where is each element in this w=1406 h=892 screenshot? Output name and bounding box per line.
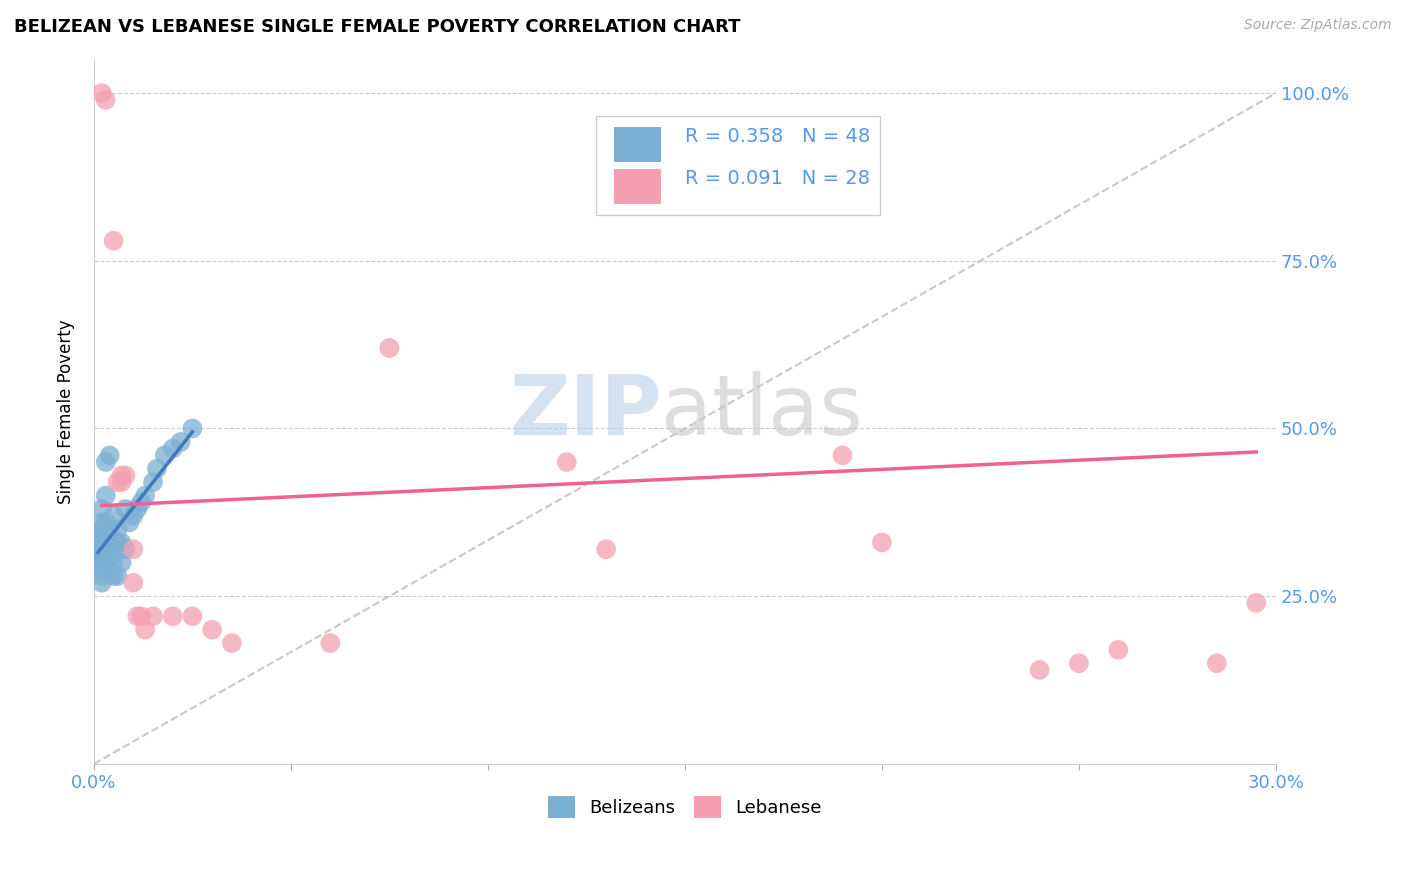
Y-axis label: Single Female Poverty: Single Female Poverty [58, 319, 75, 504]
Point [1205, 657, 1227, 671]
Point [103, 556, 125, 570]
Point [94, 516, 117, 530]
Point [181, 609, 204, 624]
Legend: Belizeans, Lebanese: Belizeans, Lebanese [541, 789, 830, 825]
Text: R = 0.358   N = 48: R = 0.358 N = 48 [685, 127, 870, 145]
Point [1067, 657, 1090, 671]
Point [94, 529, 117, 543]
Point [90, 569, 112, 583]
Point [98, 448, 121, 462]
Point [94, 489, 117, 503]
Point [87, 535, 110, 549]
Point [127, 609, 149, 624]
Point [129, 609, 152, 624]
Point [221, 636, 243, 650]
Point [169, 434, 191, 449]
Point [90, 522, 112, 536]
Point [87, 542, 110, 557]
Point [87, 562, 110, 576]
Point [90, 502, 112, 516]
Point [162, 609, 184, 624]
Point [94, 93, 117, 107]
Point [122, 542, 145, 557]
FancyBboxPatch shape [596, 116, 880, 215]
Point [114, 542, 136, 557]
Point [107, 569, 129, 583]
Point [94, 455, 117, 469]
Text: R = 0.091   N = 28: R = 0.091 N = 28 [685, 169, 870, 187]
Point [87, 549, 110, 563]
Point [1107, 642, 1129, 657]
Point [1244, 596, 1267, 610]
FancyBboxPatch shape [614, 127, 661, 161]
Point [146, 461, 169, 475]
Point [110, 475, 132, 490]
Point [378, 341, 401, 355]
Text: atlas: atlas [661, 371, 863, 452]
Point [107, 535, 129, 549]
Point [87, 529, 110, 543]
Point [870, 535, 893, 549]
Point [87, 549, 110, 563]
Point [107, 475, 129, 490]
Point [201, 623, 224, 637]
Point [90, 86, 112, 100]
Point [181, 421, 204, 435]
Point [94, 542, 117, 557]
Point [110, 556, 132, 570]
Point [87, 556, 110, 570]
Point [103, 542, 125, 557]
Point [98, 562, 121, 576]
Point [595, 542, 617, 557]
Point [118, 516, 141, 530]
Point [153, 448, 176, 462]
Point [87, 556, 110, 570]
Point [90, 516, 112, 530]
Point [110, 468, 132, 483]
Point [127, 502, 149, 516]
Point [831, 448, 853, 462]
Point [122, 575, 145, 590]
Text: Source: ZipAtlas.com: Source: ZipAtlas.com [1244, 18, 1392, 32]
Text: ZIP: ZIP [509, 371, 661, 452]
Point [90, 556, 112, 570]
Point [134, 489, 156, 503]
Point [142, 475, 165, 490]
Text: BELIZEAN VS LEBANESE SINGLE FEMALE POVERTY CORRELATION CHART: BELIZEAN VS LEBANESE SINGLE FEMALE POVER… [14, 18, 741, 36]
Point [90, 575, 112, 590]
Point [122, 508, 145, 523]
Point [103, 569, 125, 583]
Point [319, 636, 342, 650]
Point [90, 542, 112, 557]
Point [142, 609, 165, 624]
Point [114, 502, 136, 516]
Point [94, 556, 117, 570]
Point [114, 468, 136, 483]
Point [107, 522, 129, 536]
Point [110, 535, 132, 549]
Point [162, 442, 184, 456]
Point [555, 455, 578, 469]
Point [103, 234, 125, 248]
Point [129, 495, 152, 509]
Point [134, 623, 156, 637]
Point [98, 522, 121, 536]
FancyBboxPatch shape [614, 169, 661, 204]
Point [1028, 663, 1050, 677]
Point [103, 508, 125, 523]
Point [98, 535, 121, 549]
Point [98, 549, 121, 563]
